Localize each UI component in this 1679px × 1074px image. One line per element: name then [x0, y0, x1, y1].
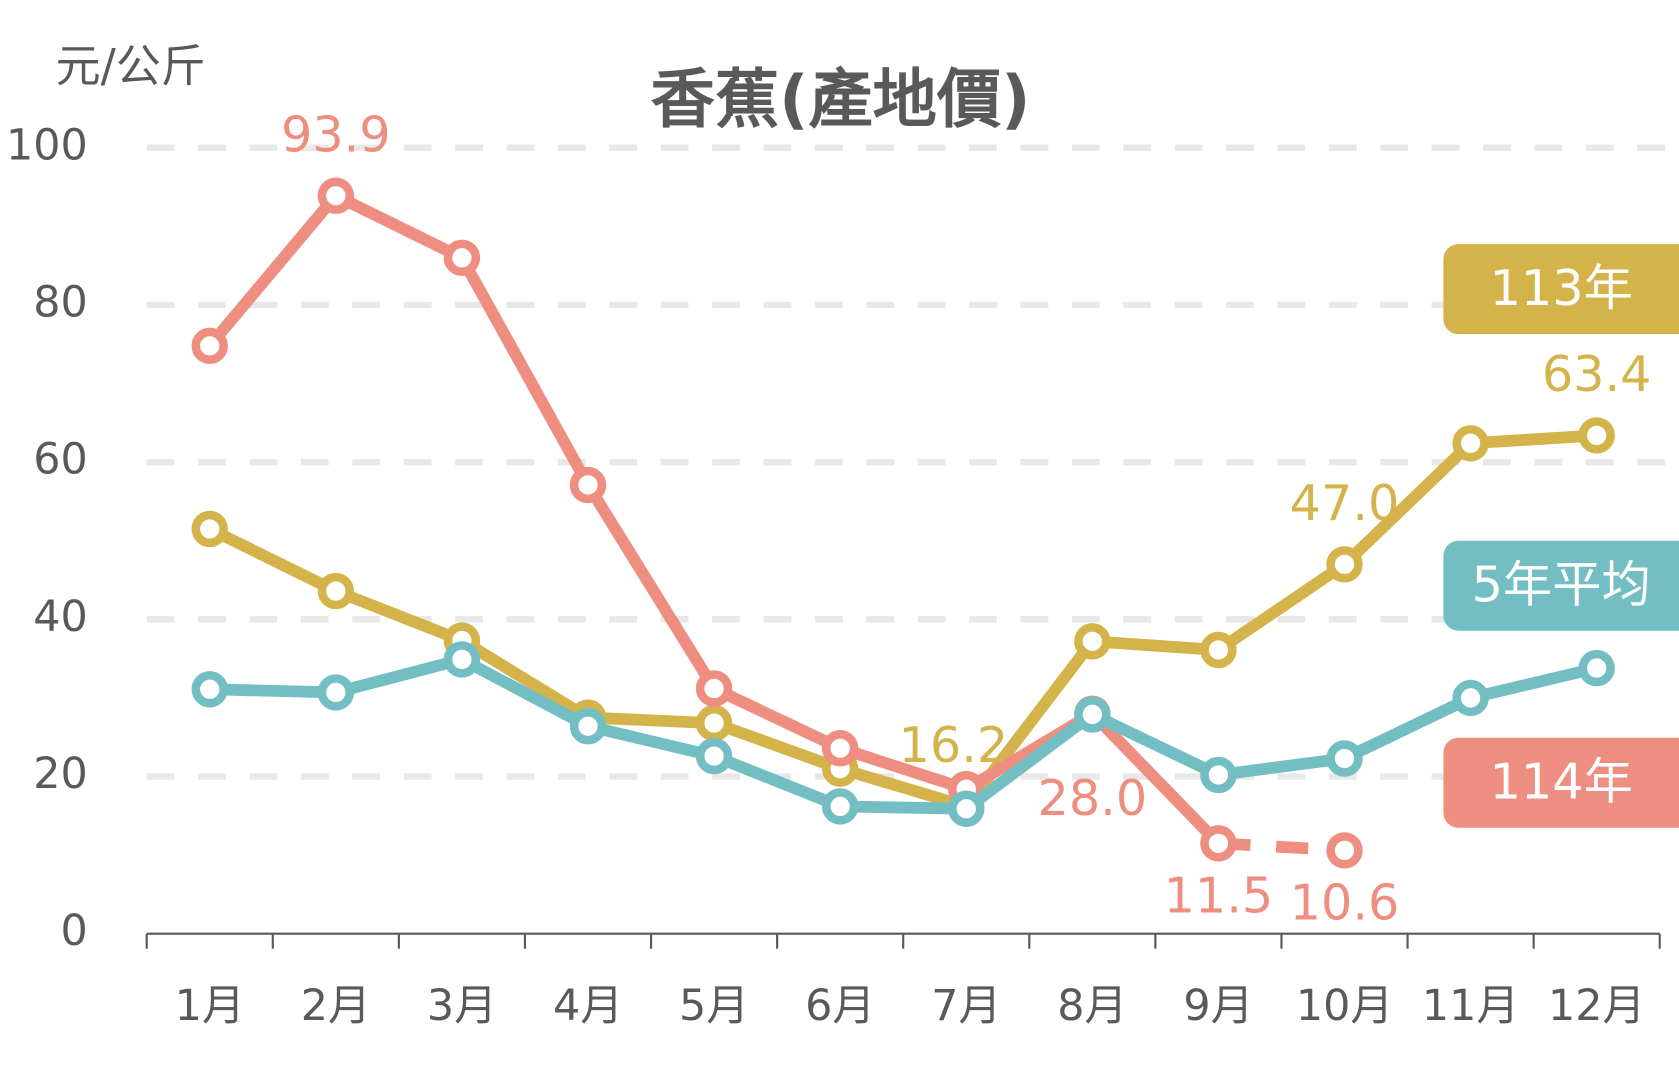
marker: [317, 177, 355, 214]
marker: [948, 790, 985, 827]
y-tick-label: 100: [6, 120, 88, 170]
series: [191, 641, 1615, 827]
marker: [1200, 756, 1237, 794]
marker: [695, 670, 733, 707]
legend-box: [1443, 737, 1679, 828]
x-tick-label: 7月: [931, 981, 1001, 1031]
data-label: 10.6: [1290, 874, 1400, 932]
x-tick-label: 10月: [1296, 981, 1393, 1031]
y-tick-label: 60: [33, 435, 87, 485]
chart-title: 香蕉(產地價): [651, 62, 1031, 137]
marker: [569, 708, 607, 745]
marker: [317, 572, 355, 610]
marker: [1578, 649, 1615, 687]
line: [203, 653, 1603, 815]
x-tick-label: 3月: [427, 981, 497, 1031]
marker: [1200, 825, 1237, 862]
marker: [695, 704, 733, 742]
legend-box: [1443, 540, 1679, 631]
data-label: 63.4: [1542, 345, 1652, 403]
marker: [1074, 696, 1111, 733]
y-tick-label: 20: [33, 749, 87, 799]
x-tick-label: 11月: [1422, 981, 1519, 1031]
x-tick-label: 12月: [1548, 981, 1645, 1031]
marker: [443, 239, 481, 277]
line: [203, 429, 1603, 813]
marker: [821, 730, 859, 767]
marker: [443, 641, 481, 678]
y-tick-label: 0: [61, 906, 88, 956]
data-label: 16.2: [899, 716, 1009, 774]
y-tick-label: 80: [33, 277, 87, 327]
marker: [695, 737, 733, 775]
marker: [1326, 740, 1363, 777]
legend-label: 113年: [1490, 259, 1633, 317]
x-tick-label: 5月: [679, 981, 749, 1031]
x-tick-label: 1月: [175, 981, 245, 1031]
marker: [191, 510, 228, 548]
x-tick-label: 9月: [1183, 981, 1253, 1031]
marker: [821, 788, 859, 825]
legend-box: [1443, 244, 1679, 335]
y-tick-label: 40: [33, 592, 87, 642]
marker: [1578, 417, 1615, 454]
x-tick-label: 6月: [805, 981, 875, 1031]
marker: [1200, 631, 1237, 669]
dashed-line: [1218, 837, 1345, 857]
x-tick-label: 4月: [553, 981, 623, 1031]
legend-label: 114年: [1490, 752, 1633, 810]
data-label: 11.5: [1164, 867, 1274, 925]
marker: [317, 674, 355, 711]
legend-label: 5年平均: [1472, 555, 1651, 613]
marker: [569, 466, 607, 504]
x-tick-label: 8月: [1057, 981, 1127, 1031]
x-tick-label: 2月: [301, 981, 371, 1031]
y-axis-label: 元/公斤: [56, 40, 206, 93]
data-label: 28.0: [1038, 769, 1148, 827]
data-label: 47.0: [1290, 474, 1400, 532]
data-label: 93.9: [281, 105, 391, 163]
marker: [1452, 425, 1489, 462]
marker: [1452, 679, 1489, 717]
marker: [191, 327, 228, 365]
marker: [1326, 832, 1363, 869]
marker: [191, 671, 228, 708]
marker: [1326, 546, 1363, 583]
marker: [1074, 623, 1111, 660]
